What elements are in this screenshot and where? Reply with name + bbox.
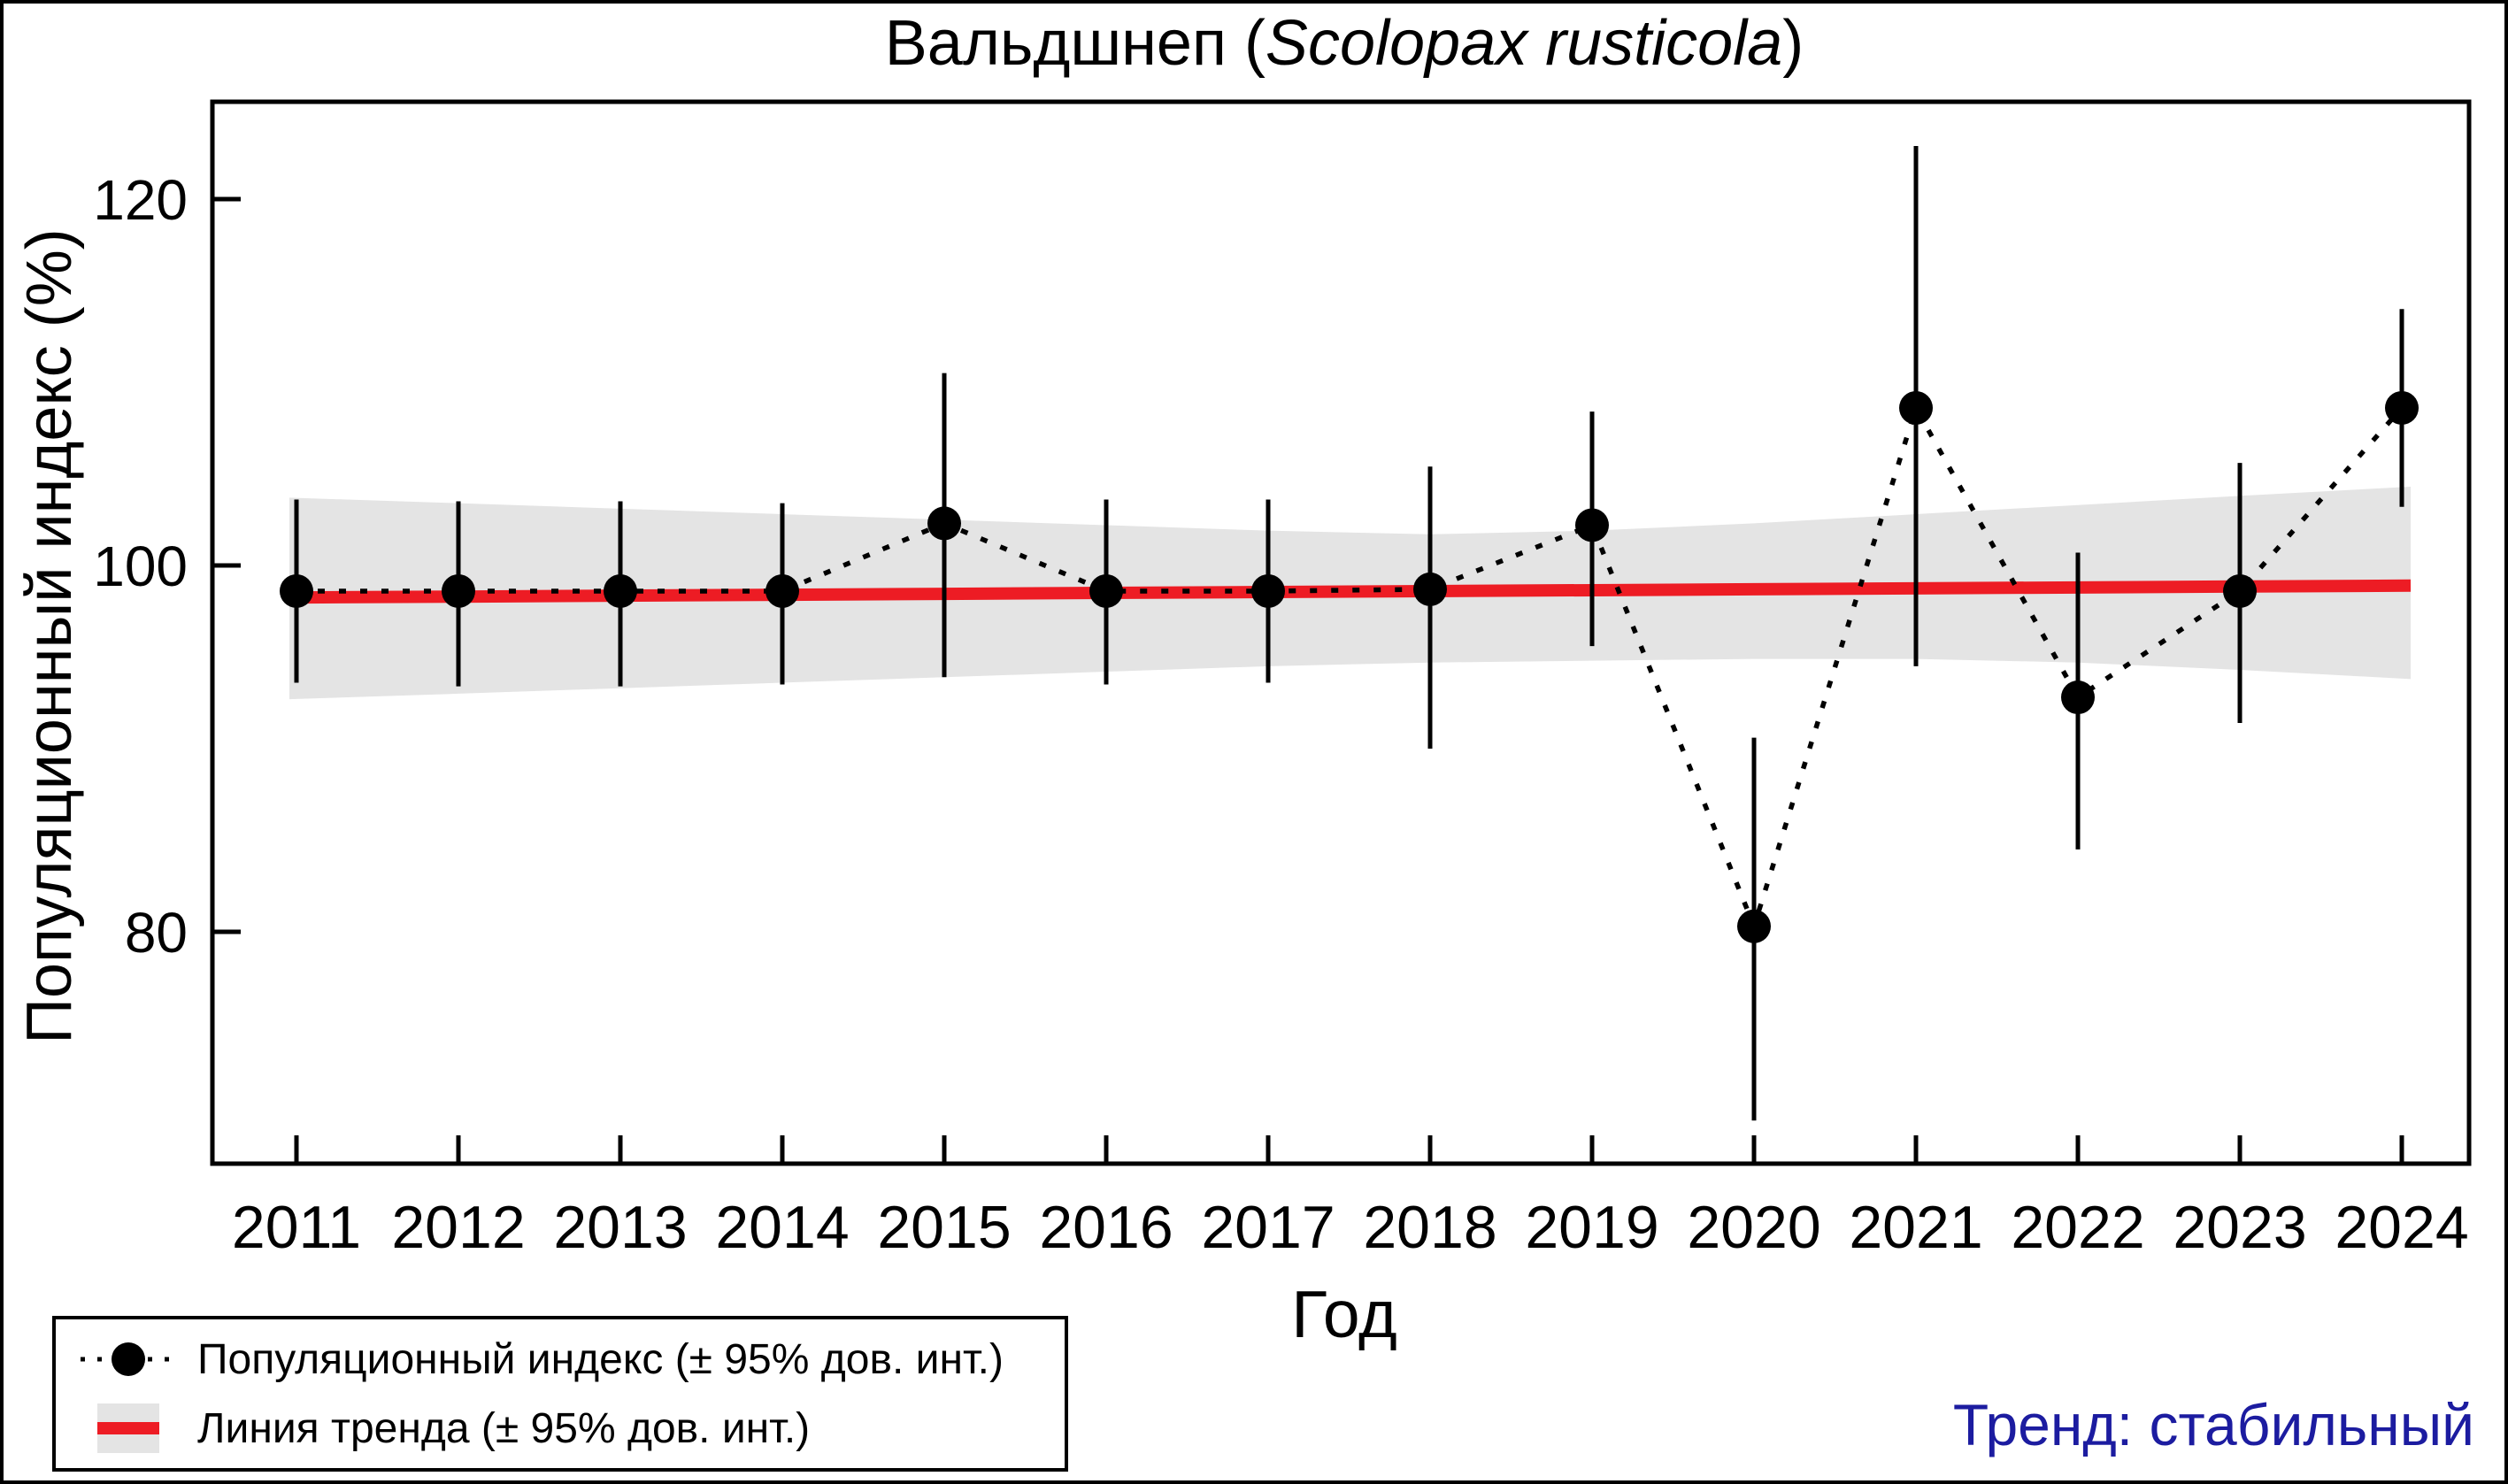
x-tick-label-2017: 2017 (1201, 1194, 1335, 1261)
x-tick-label-2012: 2012 (391, 1194, 525, 1261)
data-point-2021 (1899, 390, 1933, 425)
x-tick-label-2023: 2023 (2173, 1194, 2306, 1261)
x-axis-title: Год (1291, 1277, 1397, 1351)
legend-label-trend-line: Линия тренда (± 95% дов. инт.) (197, 1404, 811, 1452)
legend: Популяционный индекс (± 95% дов. инт.) Л… (52, 1316, 1068, 1472)
chart-title: Вальдшнеп (Scolopax rusticola) (216, 7, 2473, 80)
trend-status-label: Тренд: стабильный (1952, 1392, 2474, 1457)
chart-title-species: Scolopax rusticola (1265, 8, 1783, 79)
x-tick-label-2015: 2015 (877, 1194, 1011, 1261)
plot-frame (210, 99, 2472, 1166)
x-tick-label-2019: 2019 (1525, 1194, 1658, 1261)
data-point-2019 (1575, 508, 1609, 542)
trend-line-symbol-icon (97, 1403, 159, 1453)
x-tick-label-2016: 2016 (1039, 1194, 1173, 1261)
x-tick-label-2014: 2014 (715, 1194, 849, 1261)
data-point-2011 (280, 573, 313, 608)
data-point-2020 (1737, 909, 1771, 943)
y-tick-label-100: 100 (93, 534, 188, 598)
trend-line (288, 579, 2412, 604)
legend-item-trend-line: Линия тренда (± 95% дов. инт.) (79, 1397, 1065, 1459)
legend-item-population-index: Популяционный индекс (± 95% дов. инт.) (79, 1328, 1065, 1390)
data-point-2014 (765, 573, 799, 608)
data-point-2017 (1251, 573, 1285, 608)
x-tick-label-2021: 2021 (1849, 1194, 1982, 1261)
x-tick-label-2011: 2011 (232, 1194, 361, 1261)
data-point-2022 (2061, 680, 2095, 715)
data-point-2018 (1413, 572, 1447, 606)
chart-title-suffix: ) (1782, 8, 1804, 79)
y-tick-label-120: 120 (93, 168, 188, 232)
y-tick-label-80: 80 (125, 901, 188, 965)
x-tick-label-2022: 2022 (2011, 1194, 2144, 1261)
plot-area: 80 100 120 2011 2012 2013 2014 2015 2016 2017 2018… (93, 99, 2472, 1261)
data-point-2013 (604, 573, 637, 608)
population-index-symbol-icon (81, 1342, 176, 1376)
x-tick-label-2024: 2024 (2335, 1194, 2468, 1261)
data-point-2023 (2223, 573, 2257, 608)
data-point-2024 (2385, 390, 2419, 425)
data-point-2015 (927, 506, 961, 541)
x-tick-label-2018: 2018 (1363, 1194, 1496, 1261)
chart-title-prefix: Вальдшнеп ( (884, 8, 1266, 79)
legend-label-population-index: Популяционный индекс (± 95% дов. инт.) (197, 1335, 1004, 1383)
data-point-2016 (1089, 573, 1123, 608)
x-tick-label-2020: 2020 (1687, 1194, 1820, 1261)
data-point-2012 (442, 573, 475, 608)
x-tick-label-2013: 2013 (553, 1194, 687, 1261)
